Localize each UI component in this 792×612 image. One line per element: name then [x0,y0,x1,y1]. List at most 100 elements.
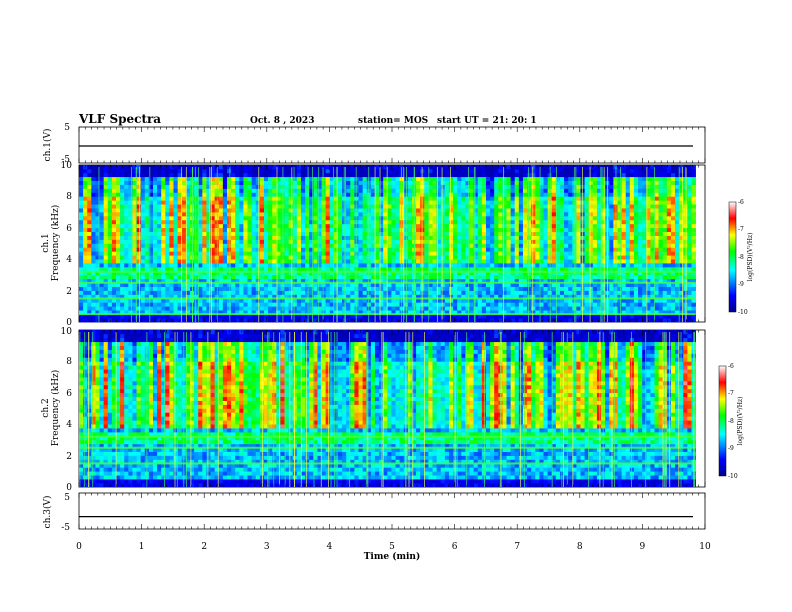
spectrogram-cell [535,196,540,201]
spectrogram-cell [395,239,400,244]
spectrogram-cell [305,278,310,284]
spectrogram-cell [107,247,113,252]
spectrogram-cell [292,180,298,185]
spectrogram-cell [457,216,462,221]
spectrogram-cell [407,318,413,323]
spectrogram-cell [481,247,487,252]
spectrogram-cell [494,196,499,201]
spectrogram-cell [490,219,495,225]
spectrogram-cell [115,168,121,174]
spectrogram-cell [300,286,306,291]
spectrogram-cell [333,255,339,260]
spectrogram-cell [251,274,257,280]
spectrogram-cell [391,306,396,311]
spectrogram-cell [157,294,162,299]
spectrogram-cell [91,278,96,284]
spectrogram-cell [453,227,458,233]
spectrogram-cell [527,310,532,315]
spectrogram-cell [140,318,146,323]
spectrogram-cell [407,243,413,248]
spectrogram-cell [198,196,203,201]
spectrogram-cell [173,310,178,315]
spectrogram-cell [120,290,125,295]
spectrogram-cell [210,227,215,233]
spectrogram-cell [103,314,109,319]
spectrogram-cell [239,306,244,311]
spectrogram-cell [309,216,314,221]
spectrogram-cell [111,294,117,299]
spectrogram-cell [510,274,516,280]
spectrogram-cell [268,200,273,205]
spectrogram-cell [490,239,495,244]
spectrogram-cell [403,227,409,233]
spectrogram-cell [498,298,503,303]
spectrogram-cell [272,223,277,229]
spectrogram-cell [391,168,396,174]
spectrogram-cell [140,267,146,272]
spectrogram-cell [309,212,314,217]
spectrogram-cell [374,208,380,213]
spectrogram-cell [444,306,450,311]
spectrogram-cell [391,239,396,244]
spectrogram-cell [535,286,540,291]
spectrogram-cell [465,294,470,299]
spectrogram-cell [115,251,121,256]
spectrogram-cell [387,216,392,221]
spectrogram-cell [387,231,392,236]
spectrogram-cell [527,306,532,311]
spectrogram-cell [522,172,528,178]
spectrogram-cell [83,302,88,307]
spectrogram-cell [444,200,450,205]
spectrogram-cell [144,298,150,303]
spectrogram-cell [383,318,388,323]
spectrogram-cell [185,180,191,185]
spectrogram-cell [210,243,215,248]
spectrogram-cell [181,270,187,276]
spectrogram-cell [309,204,314,209]
spectrogram-cell [276,227,281,233]
spectrogram-cell [111,310,117,315]
spectrogram-cell [403,267,409,272]
spectrogram-cell [317,165,322,170]
spectrogram-cell [543,192,548,197]
spectrogram-cell [370,278,376,284]
spectrogram-cell [502,274,507,280]
spectrogram-cell [83,239,88,244]
spectrogram-cell [506,176,511,181]
spectrogram-cell [157,286,162,291]
spectrogram-cell [555,278,561,284]
spectrogram-cell [416,306,421,311]
spectrogram-cell [91,204,96,209]
spectrogram-cell [559,227,565,233]
spectrogram-cell [325,263,331,268]
spectrogram-cell [453,223,458,229]
spectrogram-cell [494,314,499,319]
spectrogram-cell [313,235,318,240]
spectrogram-cell [83,263,88,268]
spectrogram-cell [383,290,388,295]
spectrogram-cell [416,192,421,197]
spectrogram-cell [247,172,252,178]
spectrogram-cell [313,255,318,260]
spectrogram-cell [152,219,158,225]
spectrogram-cell [152,267,158,272]
spectrogram-cell [477,298,483,303]
spectrogram-cell [502,204,507,209]
spectrogram-cell [284,247,289,252]
spectrogram-cell [239,259,244,264]
spectrogram-cell [173,200,178,205]
spectrogram-cell [522,208,528,213]
spectrogram-cell [99,200,104,205]
spectrogram-cell [99,263,104,268]
spectrogram-cell [506,278,511,284]
spectrogram-cell [440,196,446,201]
spectrogram-cell [383,192,388,197]
spectrogram-cell [272,204,277,209]
spectrogram-cell [144,282,150,287]
spectrogram-cell [346,204,351,209]
spectrogram-cell [358,270,363,276]
spectrogram-cell [185,278,191,284]
spectrogram-cell [87,294,92,299]
spectrogram-cell [444,274,450,280]
spectrogram-cell [428,255,433,260]
